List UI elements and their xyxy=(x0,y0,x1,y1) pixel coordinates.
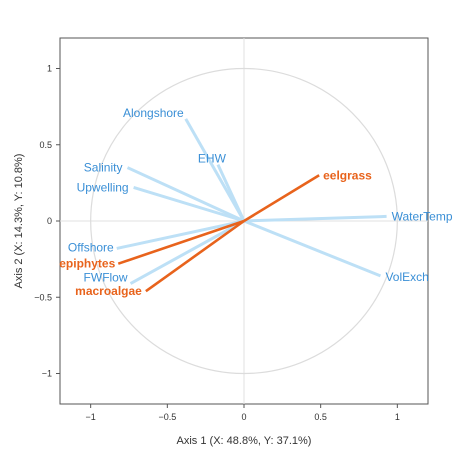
x-tick-label: 0.5 xyxy=(314,412,327,422)
x-block-vectors xyxy=(116,118,387,285)
vector-epiphytes xyxy=(117,219,245,265)
y-axis-ticks: −1 −0.5 0 0.5 1 xyxy=(34,64,60,379)
vector-label-macroalgae: macroalgae xyxy=(75,284,142,298)
vector-label-watertemp: WaterTemp xyxy=(392,209,453,223)
vector-watertemp xyxy=(243,214,387,223)
unit-circle xyxy=(90,67,398,375)
y-block-vectors xyxy=(117,174,320,293)
vector-fwflow xyxy=(129,219,245,285)
x-tick-label: −0.5 xyxy=(158,412,176,422)
y-tick-label: 0.5 xyxy=(39,140,52,150)
y-tick-label: −1 xyxy=(42,369,52,379)
x-axis-ticks: −1 −0.5 0 0.5 1 xyxy=(86,404,400,422)
vector-alongshore xyxy=(184,118,246,222)
vector-salinity xyxy=(126,166,245,223)
vector-eelgrass xyxy=(243,174,320,223)
vector-label-volexch: VolExch xyxy=(385,270,428,284)
vector-volexch xyxy=(243,219,382,278)
x-axis-title: Axis 1 (X: 48.8%, Y: 37.1%) xyxy=(177,435,312,447)
vector-labels: Alongshore EHW Salinity Upwelling WaterTemp V… xyxy=(59,106,453,298)
vector-label-epiphytes: epiphytes xyxy=(59,257,115,271)
correlation-circle xyxy=(90,67,398,375)
vector-label-fwflow: FWFlow xyxy=(84,271,128,285)
vector-offshore xyxy=(116,219,245,250)
vector-label-offshore: Offshore xyxy=(68,240,114,254)
y-tick-label: 1 xyxy=(47,64,52,74)
vector-macroalgae xyxy=(145,219,245,293)
vector-label-upwelling: Upwelling xyxy=(77,180,129,194)
y-axis-title: Axis 2 (X: 14.3%, Y: 10.8%) xyxy=(13,154,25,289)
vector-upwelling xyxy=(133,186,245,223)
vector-ehw xyxy=(216,163,246,222)
x-tick-label: 0 xyxy=(241,412,246,422)
vector-label-ehw: EHW xyxy=(198,152,227,166)
y-tick-label: 0 xyxy=(47,216,52,226)
vector-label-alongshore: Alongshore xyxy=(123,106,184,120)
x-tick-label: 1 xyxy=(395,412,400,422)
vector-label-salinity: Salinity xyxy=(84,161,123,175)
x-tick-label: −1 xyxy=(86,412,96,422)
vector-label-eelgrass: eelgrass xyxy=(323,168,372,182)
y-tick-label: −0.5 xyxy=(34,292,52,302)
